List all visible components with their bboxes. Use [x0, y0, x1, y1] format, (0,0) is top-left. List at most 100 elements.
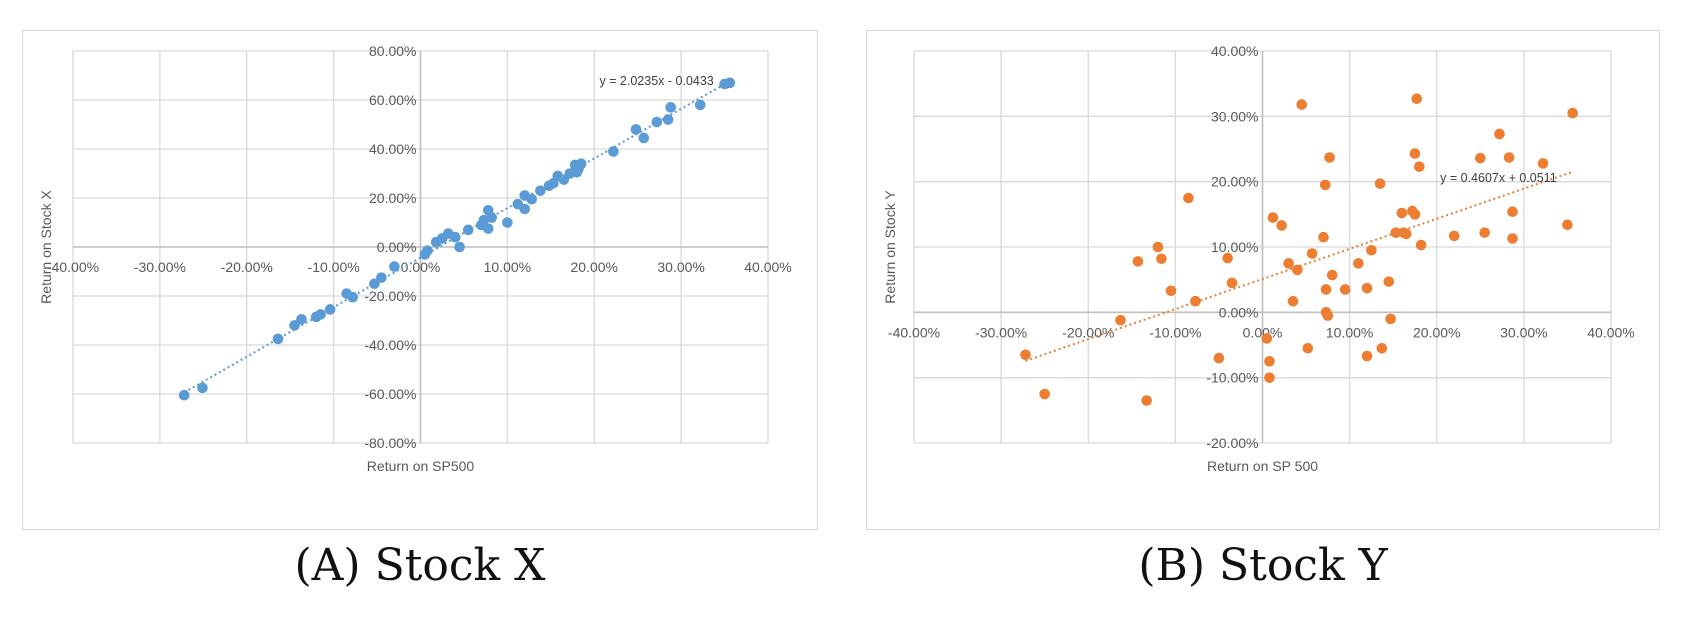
data-point — [1411, 93, 1423, 104]
data-points — [178, 77, 736, 401]
y-tick-label: -20.00% — [364, 288, 416, 304]
caption-stock-x: (A) Stock X — [294, 540, 546, 591]
y-tick-label: -20.00% — [1206, 435, 1258, 451]
data-point — [462, 224, 474, 236]
data-point — [1261, 333, 1273, 344]
data-point — [486, 212, 498, 223]
data-point — [1353, 258, 1364, 269]
x-tick-label: 20.00% — [571, 259, 618, 275]
x-axis-title: Return on SP500 — [367, 458, 475, 474]
data-point — [1507, 233, 1518, 244]
data-point — [347, 291, 359, 303]
data-point — [1306, 248, 1318, 259]
y-tick-label: 0.00% — [1219, 304, 1259, 320]
data-point — [1276, 220, 1287, 231]
data-point — [296, 313, 307, 325]
stock-y-scatter-plot: -40.00% -30.00% -20.00% -10.00% 0.00% 10.00% 2… — [882, 43, 1635, 474]
data-point — [630, 124, 642, 135]
x-tick-label: 30.00% — [1500, 324, 1547, 340]
data-point — [376, 272, 387, 283]
data-point — [289, 320, 300, 331]
data-points — [1020, 93, 1578, 406]
data-point — [1390, 227, 1402, 238]
x-tick-label: 0.00% — [1243, 324, 1283, 340]
data-point — [272, 333, 284, 345]
data-point — [1376, 342, 1388, 354]
trendline-equation: y = 2.0235x - 0.0433 — [599, 74, 713, 88]
data-point — [1567, 107, 1578, 119]
data-point — [1361, 350, 1373, 362]
x-tick-label: 10.00% — [484, 259, 531, 275]
data-point — [1141, 395, 1152, 406]
y-tick-label: -80.00% — [364, 435, 416, 451]
y-tick-label: 80.00% — [369, 43, 416, 59]
data-point — [1318, 231, 1329, 243]
stock-x-scatter-plot: -40.00% -30.00% -20.00% -10.00% 0.00% 10.00% 2… — [38, 43, 792, 474]
data-point — [1494, 128, 1505, 140]
data-point — [1287, 295, 1299, 307]
data-point — [454, 241, 465, 253]
data-point — [1503, 152, 1515, 163]
data-point — [324, 304, 336, 315]
data-point — [535, 185, 546, 196]
data-point — [1415, 239, 1427, 251]
x-axis-title: Return on SP 500 — [1207, 458, 1318, 474]
data-point — [1296, 99, 1308, 110]
data-point — [662, 114, 674, 125]
y-tick-label: 10.00% — [1211, 239, 1258, 255]
data-point — [449, 231, 461, 243]
data-point — [1132, 256, 1144, 267]
data-point — [389, 261, 400, 272]
data-point — [1156, 253, 1167, 265]
data-point — [1302, 342, 1314, 354]
data-point — [1396, 207, 1408, 219]
trendline — [1025, 170, 1573, 362]
data-point — [1385, 313, 1396, 325]
chart-panel-stock-y: -40.00% -30.00% -20.00% -10.00% 0.00% 10.00% 2… — [866, 30, 1660, 530]
data-point — [519, 203, 531, 215]
data-point — [1292, 264, 1303, 276]
data-point — [502, 217, 513, 228]
data-point — [1264, 356, 1275, 367]
data-point — [1213, 352, 1225, 364]
data-point — [197, 382, 208, 394]
x-tick-label: -10.00% — [308, 259, 360, 275]
y-tick-label: -10.00% — [1206, 370, 1258, 386]
data-point — [1374, 178, 1386, 189]
data-point — [1324, 152, 1335, 163]
caption-stock-y: (B) Stock Y — [1138, 540, 1388, 591]
data-point — [1537, 158, 1549, 169]
x-tick-label: 40.00% — [744, 259, 791, 275]
y-tick-label: 40.00% — [1211, 43, 1258, 59]
data-point — [638, 132, 650, 144]
data-point — [1190, 295, 1201, 307]
x-tick-label: 20.00% — [1413, 324, 1460, 340]
data-point — [1400, 228, 1412, 240]
data-point — [315, 309, 326, 320]
data-point — [482, 223, 494, 234]
y-tick-label: 20.00% — [1211, 174, 1258, 190]
data-point — [1039, 388, 1050, 400]
data-point — [608, 146, 619, 157]
data-point — [724, 77, 736, 89]
x-tick-label: 10.00% — [1326, 324, 1373, 340]
x-tick-label: 0.00% — [401, 259, 441, 275]
data-point — [526, 193, 537, 205]
data-point — [1165, 285, 1177, 297]
x-tick-label: -40.00% — [47, 259, 99, 275]
chart-panel-stock-x: -40.00% -30.00% -20.00% -10.00% 0.00% 10.00% 2… — [22, 30, 818, 530]
data-point — [1507, 206, 1518, 218]
data-point — [178, 389, 190, 401]
data-point — [1152, 241, 1164, 253]
data-point — [1115, 314, 1126, 326]
data-point — [1383, 276, 1395, 287]
data-point — [1222, 252, 1233, 264]
y-tick-label: -40.00% — [364, 337, 416, 353]
data-point — [1414, 161, 1425, 172]
y-tick-label: 0.00% — [377, 239, 417, 255]
trendline-equation: y = 0.4607x + 0.0511 — [1440, 171, 1557, 185]
data-point — [1562, 219, 1573, 231]
data-point — [1339, 284, 1351, 295]
data-point — [1020, 349, 1031, 361]
data-point — [1448, 230, 1460, 242]
